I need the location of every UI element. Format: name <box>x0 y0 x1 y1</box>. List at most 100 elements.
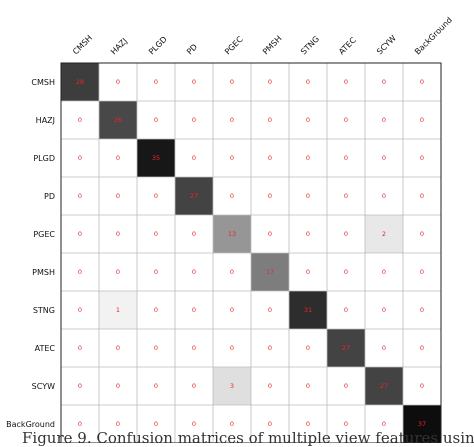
cell-value-label: 0 <box>306 154 310 162</box>
cell-value-label: 0 <box>344 116 348 124</box>
cell-value-label: 0 <box>154 116 158 124</box>
y-tick-label: PMSH <box>32 268 55 277</box>
cell-value-label: 0 <box>268 192 272 200</box>
cell-value-label: 0 <box>78 382 82 390</box>
heatmap-cell <box>289 177 327 215</box>
heatmap-cell <box>251 367 289 405</box>
cell-value-label: 27 <box>342 344 350 352</box>
heatmap-cells: 28 0 0 0 0 0 0 0 0 0 0 26 0 0 0 0 0 0 0 0 0 0 35 0 0 0 0 0 0 0 0 0 0 27 0 0… <box>61 63 441 443</box>
cell-value-label: 3 <box>230 382 234 390</box>
cell-value-label: 35 <box>152 154 160 162</box>
heatmap-cell <box>175 139 213 177</box>
x-tick-label: PLGD <box>147 35 169 57</box>
cell-value-label: 0 <box>230 116 234 124</box>
y-tick-label: SCYW <box>32 382 55 391</box>
heatmap-cell <box>61 367 99 405</box>
cell-value-label: 0 <box>420 382 424 390</box>
cell-value-label: 0 <box>154 420 158 428</box>
x-tick-label: HAZJ <box>109 36 129 56</box>
cell-value-label: 0 <box>382 306 386 314</box>
heatmap-cell <box>175 367 213 405</box>
heatmap-cell <box>213 405 251 443</box>
cell-value-label: 27 <box>380 382 388 390</box>
heatmap-cell <box>289 291 327 329</box>
y-axis-tick-labels: CMSH HAZJ PLGD PD PGEC PMSH STNG ATEC SCYW BackGr… <box>6 78 55 429</box>
heatmap-cell <box>365 63 403 101</box>
heatmap-cell <box>403 101 441 139</box>
cell-value-label: 0 <box>192 382 196 390</box>
cell-value-label: 0 <box>78 192 82 200</box>
heatmap-cell <box>403 405 441 443</box>
cell-value-label: 0 <box>344 78 348 86</box>
plot-frame <box>60 62 442 443</box>
heatmap-cell <box>99 177 137 215</box>
cell-value-label: 0 <box>344 306 348 314</box>
heatmap-cell <box>175 215 213 253</box>
heatmap-cell <box>137 101 175 139</box>
cell-value-label: 0 <box>154 78 158 86</box>
heatmap-cell <box>99 291 137 329</box>
cell-value-label: 0 <box>382 268 386 276</box>
x-tick-label: CMSH <box>71 33 94 56</box>
heatmap-cell <box>213 177 251 215</box>
heatmap-cell <box>137 329 175 367</box>
heatmap-cell <box>61 329 99 367</box>
cell-value-label: 0 <box>382 192 386 200</box>
cell-value-label: 0 <box>78 306 82 314</box>
heatmap-cell <box>137 405 175 443</box>
heatmap-cell <box>137 253 175 291</box>
heatmap-cell <box>327 367 365 405</box>
heatmap-cell <box>251 139 289 177</box>
heatmap-cell <box>251 101 289 139</box>
cell-value-label: 0 <box>268 344 272 352</box>
cell-value-label: 0 <box>230 420 234 428</box>
heatmap-cell <box>403 253 441 291</box>
heatmap-cell <box>213 253 251 291</box>
cell-value-label: 26 <box>114 116 122 124</box>
cell-value-label: 0 <box>192 116 196 124</box>
heatmap-cell <box>137 63 175 101</box>
cell-value-label: 0 <box>192 78 196 86</box>
heatmap-cell <box>289 405 327 443</box>
cell-value-label: 0 <box>344 192 348 200</box>
heatmap-cell <box>99 405 137 443</box>
heatmap-cell <box>61 291 99 329</box>
cell-value-label: 0 <box>420 306 424 314</box>
heatmap-cell <box>403 139 441 177</box>
cell-value-label: 0 <box>192 268 196 276</box>
cell-value-label: 0 <box>420 192 424 200</box>
heatmap-cell <box>289 139 327 177</box>
heatmap-cell <box>213 329 251 367</box>
cell-value-label: 0 <box>344 230 348 238</box>
heatmap-cell <box>327 177 365 215</box>
heatmap-cell <box>137 291 175 329</box>
cell-value-label: 0 <box>420 116 424 124</box>
heatmap-cell <box>213 291 251 329</box>
cell-value-label: 0 <box>344 154 348 162</box>
heatmap-cell <box>327 215 365 253</box>
heatmap-cell <box>327 101 365 139</box>
x-tick-label: SCYW <box>375 33 398 56</box>
heatmap-cell <box>365 139 403 177</box>
cell-value-label: 0 <box>306 268 310 276</box>
heatmap-cell <box>175 177 213 215</box>
cell-value-label: 0 <box>78 344 82 352</box>
heatmap-cell <box>327 253 365 291</box>
heatmap-cell <box>289 63 327 101</box>
cell-value-label: 0 <box>230 344 234 352</box>
heatmap-cell <box>289 215 327 253</box>
heatmap-cell <box>61 405 99 443</box>
cell-value-label: 0 <box>192 306 196 314</box>
cell-value-label: 0 <box>420 344 424 352</box>
heatmap-cell <box>175 291 213 329</box>
heatmap-cell <box>365 101 403 139</box>
heatmap-cell <box>61 101 99 139</box>
cell-value-label: 0 <box>230 306 234 314</box>
heatmap-cell <box>251 329 289 367</box>
cell-value-label: 0 <box>420 154 424 162</box>
y-tick-label: PGEC <box>33 230 55 239</box>
heatmap-cell <box>327 63 365 101</box>
heatmap-cell <box>251 177 289 215</box>
cell-value-label: 0 <box>192 420 196 428</box>
cell-value-label: 37 <box>418 420 426 428</box>
